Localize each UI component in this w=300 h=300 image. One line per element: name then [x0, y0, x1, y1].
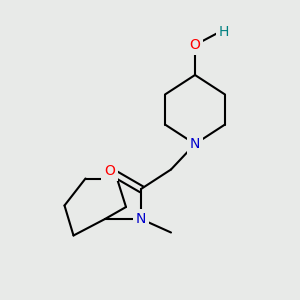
Text: O: O	[190, 38, 200, 52]
Text: N: N	[136, 212, 146, 226]
Text: H: H	[218, 25, 229, 38]
Text: O: O	[104, 164, 115, 178]
Text: N: N	[190, 137, 200, 151]
